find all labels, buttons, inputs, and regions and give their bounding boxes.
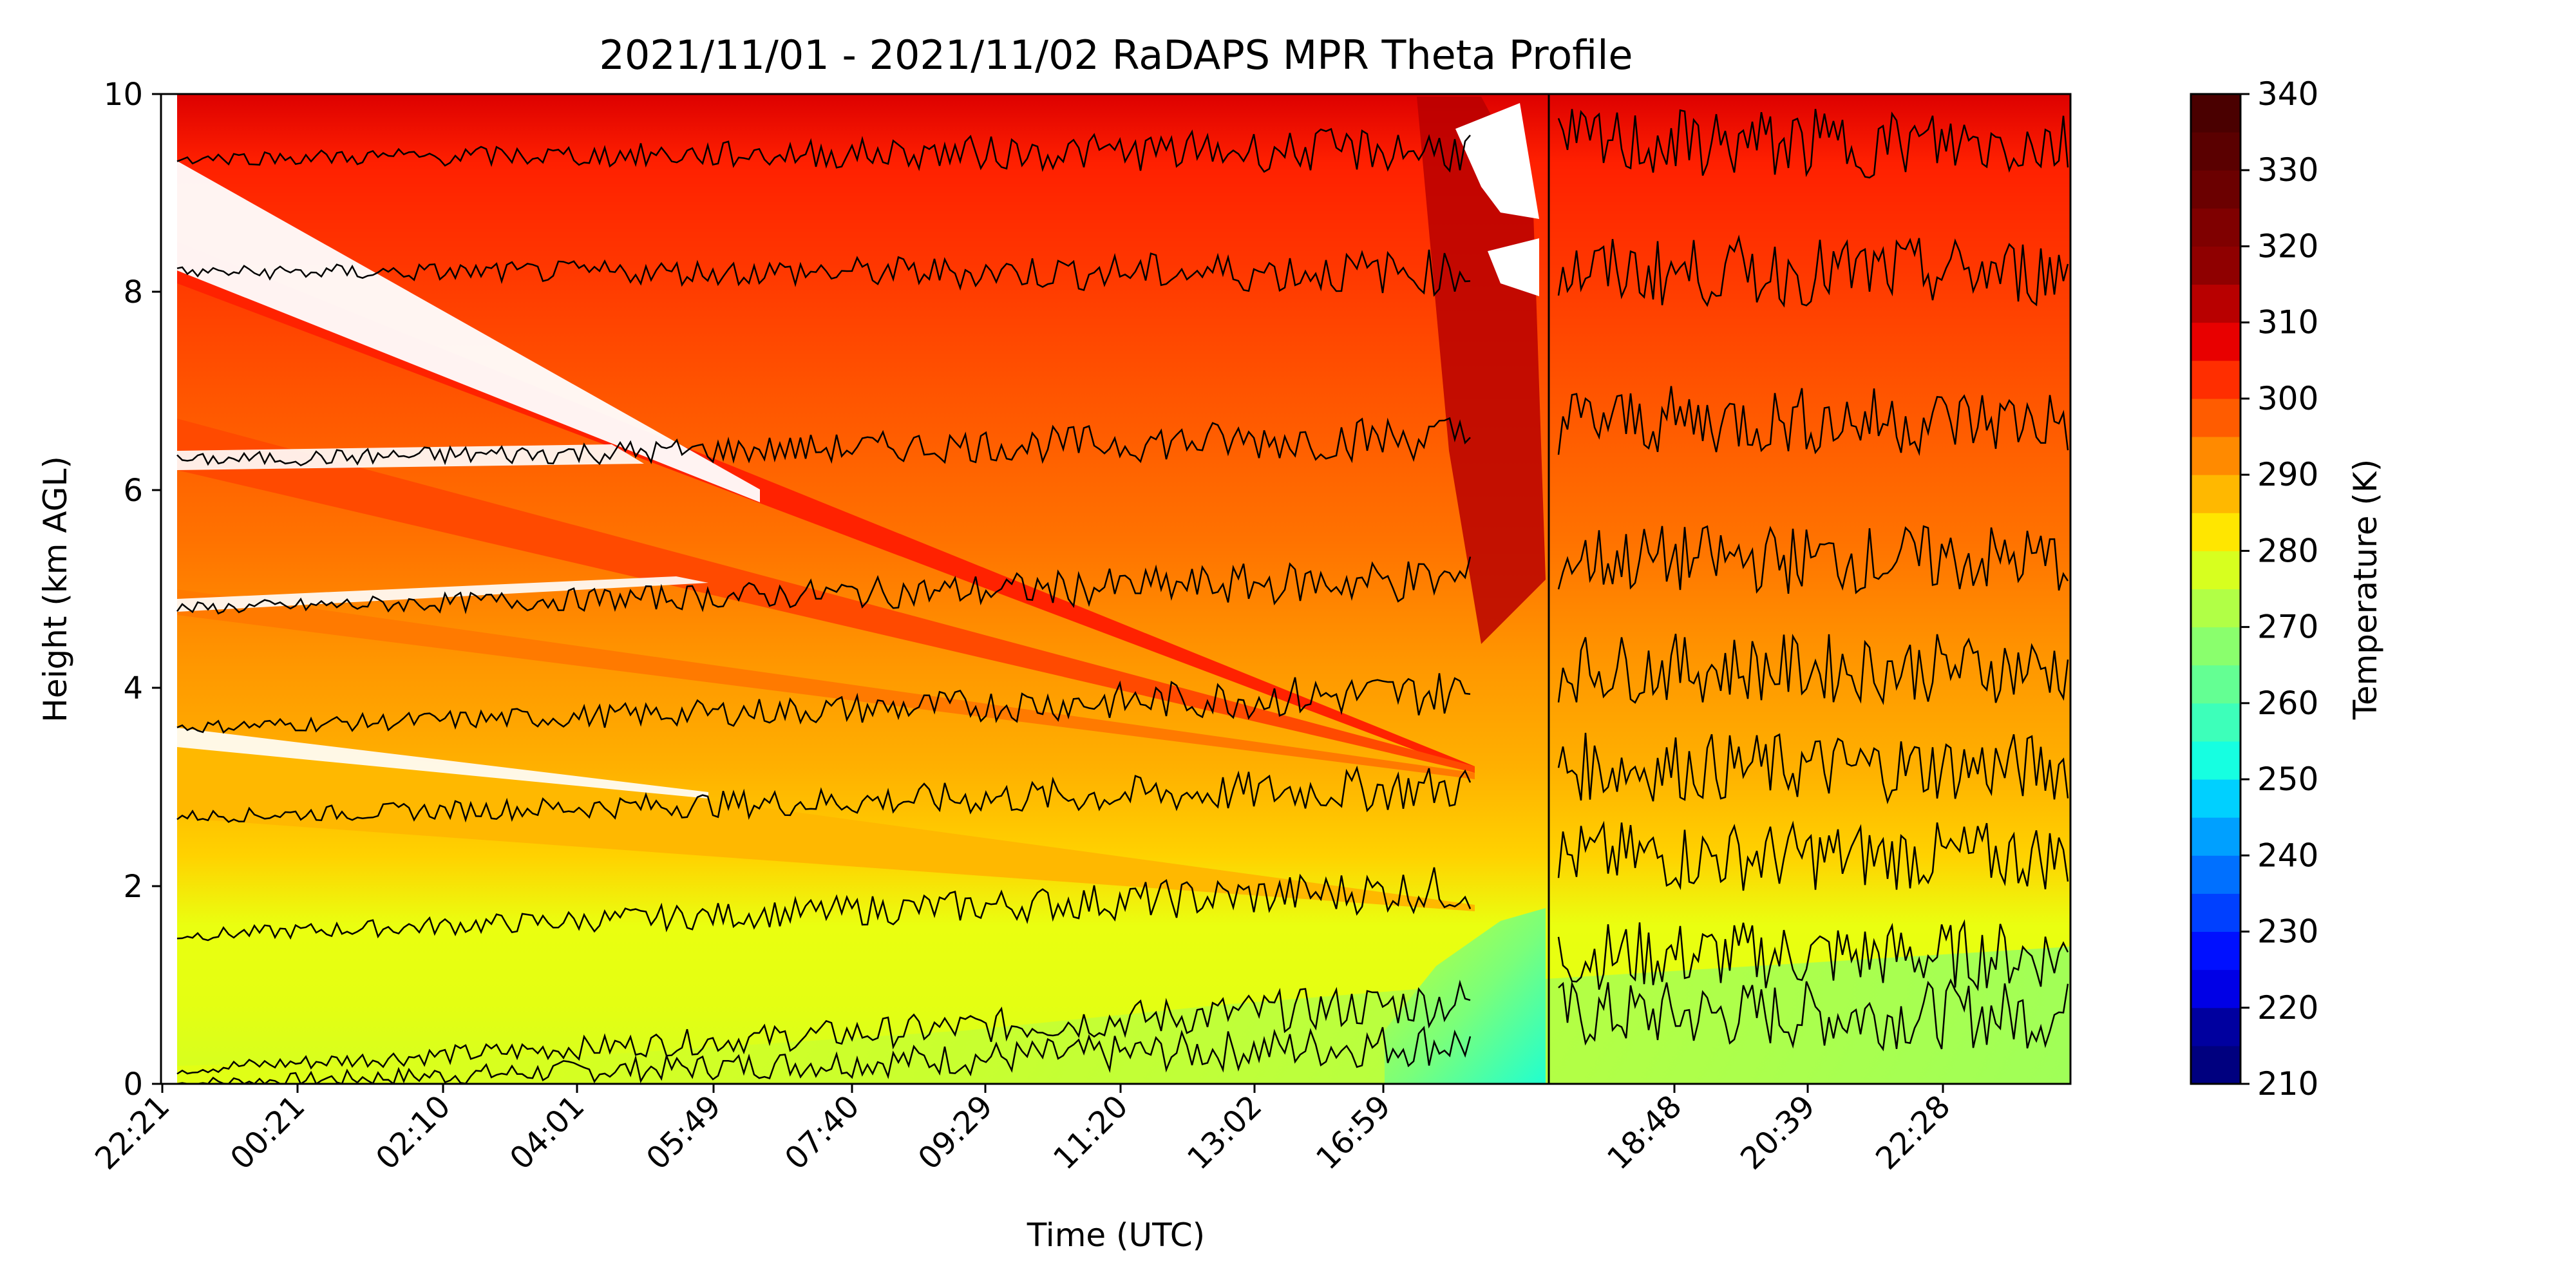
colorbar-label: Temperature (K) xyxy=(2347,459,2384,720)
colorbar-band xyxy=(2191,170,2240,209)
contour-line-295K-late xyxy=(1557,820,2069,891)
colorbar-band xyxy=(2191,893,2240,933)
colorbar-band xyxy=(2191,398,2240,437)
y-tick-label: 4 xyxy=(123,670,143,706)
y-axis-label: Height (km AGL) xyxy=(37,456,74,723)
colorbar-band xyxy=(2191,551,2240,589)
x-tick-label: 09:29 xyxy=(911,1088,999,1177)
missing-data-6 xyxy=(1455,103,1539,219)
missing-data-2 xyxy=(177,161,760,502)
contour-line-315K xyxy=(176,417,1471,467)
contour-line-310K-late xyxy=(1557,525,2069,594)
colorbar-tick-label: 280 xyxy=(2257,532,2318,569)
x-tick-label: 02:10 xyxy=(369,1088,457,1177)
colorbar-tick-label: 330 xyxy=(2257,151,2318,189)
x-tick-label: 07:40 xyxy=(778,1088,866,1177)
missing-data-7 xyxy=(1488,238,1539,296)
y-tick-label: 6 xyxy=(123,473,143,509)
contour-line-305K xyxy=(176,673,1471,734)
colorbar-band xyxy=(2191,246,2240,285)
contour-line-315K-late xyxy=(1557,386,2069,457)
colorbar-band xyxy=(2191,931,2240,971)
contour-line-295K xyxy=(176,867,1472,942)
colorbar-band xyxy=(2191,817,2240,856)
colorbar-band xyxy=(2191,437,2240,475)
contour-line-300K xyxy=(176,765,1472,823)
colorbar-bands xyxy=(2191,94,2240,1084)
contour-line-325K xyxy=(176,128,1471,173)
contour-line-285K-late xyxy=(1558,978,2069,1052)
x-tick-label: 04:01 xyxy=(503,1088,591,1177)
x-tick-label: 13:02 xyxy=(1180,1088,1269,1177)
wedge-band-3 xyxy=(177,589,1475,779)
contour-line-290K xyxy=(176,980,1471,1075)
colorbar-tick-label: 250 xyxy=(2257,761,2318,798)
contour-line-325K-late xyxy=(1557,109,2069,179)
colorbar-band xyxy=(2191,284,2240,323)
colorbar-tick-label: 220 xyxy=(2257,989,2318,1027)
contour-line-305K-late xyxy=(1557,633,2069,706)
contour-line-290K-late xyxy=(1557,919,2069,992)
missing-data-4 xyxy=(177,576,708,612)
colorbar-band xyxy=(2191,132,2240,171)
colorbar-band xyxy=(2191,969,2240,1009)
colorbar-band xyxy=(2191,703,2240,742)
colorbar-band xyxy=(2191,208,2240,247)
colorbar-band xyxy=(2191,360,2240,399)
x-tick-label: 22:28 xyxy=(1869,1088,1957,1177)
x-tick-label: 11:20 xyxy=(1046,1088,1135,1177)
contour-line-310K xyxy=(176,556,1472,615)
y-tick-label: 10 xyxy=(104,77,143,113)
x-tick-label: 05:49 xyxy=(639,1088,728,1177)
colorbar-tick-label: 260 xyxy=(2257,685,2318,722)
colorbar-band xyxy=(2191,513,2240,551)
contour-lines xyxy=(176,94,2069,1084)
colorbar-band xyxy=(2191,1007,2240,1046)
colorbar-tick-label: 210 xyxy=(2257,1065,2318,1103)
surface-warm-layer xyxy=(177,947,2070,1084)
x-tick-label: 20:39 xyxy=(1734,1088,1822,1177)
wedge-band-2 xyxy=(177,419,1475,773)
x-tick-label: 16:59 xyxy=(1309,1088,1397,1177)
contour-line-320K xyxy=(176,249,1471,297)
colorbar-band xyxy=(2191,589,2240,628)
colorbar-band xyxy=(2191,1045,2240,1084)
y-tick-label: 0 xyxy=(123,1066,143,1103)
colorbar-tick-label: 300 xyxy=(2257,380,2318,417)
colorbar-tick-label: 270 xyxy=(2257,609,2318,646)
colorbar-band xyxy=(2191,94,2240,133)
missing-data-1 xyxy=(161,94,177,161)
x-tick-label: 00:21 xyxy=(223,1088,312,1177)
colorbar-band xyxy=(2191,741,2240,780)
colorbar-frame xyxy=(2190,93,2242,1085)
colorbar-band xyxy=(2191,627,2240,666)
x-axis-label: Time (UTC) xyxy=(1027,1217,1205,1254)
y-tick-label: 8 xyxy=(123,274,143,310)
colorbar-band xyxy=(2191,665,2240,704)
x-axis: Time (UTC) 22:21 00:21 02:10 04:01 05:49 07:4… xyxy=(88,1084,1957,1254)
colorbar-tick-label: 240 xyxy=(2257,837,2318,874)
contour-line-300K-late xyxy=(1557,732,2069,804)
colorbar-tick-label: 310 xyxy=(2257,304,2318,341)
missing-data-5 xyxy=(177,728,708,799)
contour-line-320K-late xyxy=(1557,234,2069,308)
hot-anomaly xyxy=(1417,97,1546,644)
y-tick-label: 2 xyxy=(123,869,143,905)
colorbar-tick-label: 230 xyxy=(2257,913,2318,951)
y-axis: 0 2 4 6 8 10 Height (km AGL) xyxy=(37,77,161,1103)
chart-title: 2021/11/01 - 2021/11/02 RaDAPS MPR Theta… xyxy=(599,32,1633,79)
colorbar-tick-label: 320 xyxy=(2257,227,2318,265)
colorbar-tick-label: 290 xyxy=(2257,456,2318,493)
plot-area xyxy=(161,94,2070,1084)
plot-frame xyxy=(160,93,2072,1085)
colorbar-band xyxy=(2191,779,2240,818)
colorbar-band xyxy=(2191,855,2240,894)
colorbar-band xyxy=(2191,322,2240,361)
colorbar-ticks: 210 220 230 240 250 260 270 280 290 300 310 320 330 3… xyxy=(2240,75,2318,1103)
colorbar-band xyxy=(2191,475,2240,513)
colorbar-tick-label: 340 xyxy=(2257,75,2318,113)
colorbar: 210 220 230 240 250 260 270 280 290 300 310 320 330 3… xyxy=(2190,75,2384,1103)
x-tick-label: 18:48 xyxy=(1600,1088,1689,1177)
